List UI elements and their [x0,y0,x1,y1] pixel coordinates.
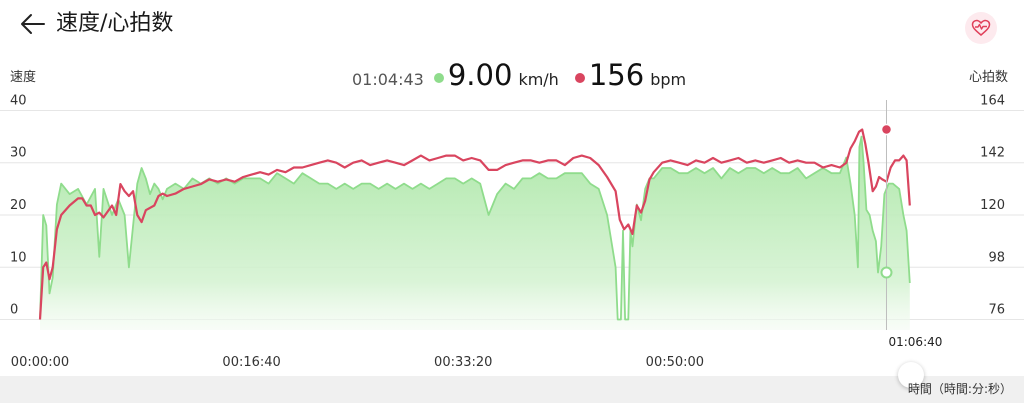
left-axis-ticks: 0 10 20 30 40 [10,93,27,317]
speed-legend-dot [433,73,444,83]
scroll-thumb[interactable] [898,362,924,388]
x-axis-ticks: 00:00:00 00:16:40 00:33:20 00:50:00 [11,355,704,370]
right-tick-label: 142 [980,146,1005,161]
readout-hr-value: 156 [588,58,645,92]
right-axis-title: 心拍数 [968,70,1008,85]
back-button[interactable] [18,8,50,40]
heart-rate-line [38,128,911,320]
cursor-readout: 01:04:43 9.00 km/h 156 bpm [352,58,702,92]
hr-legend-dot [574,73,585,83]
left-tick-label: 10 [10,250,27,265]
left-tick-label: 20 [10,198,27,213]
left-tick-label: 40 [10,93,27,108]
left-axis-title: 速度 [10,70,37,85]
readout-time: 01:04:43 [352,70,424,89]
speed-area [40,136,910,330]
x-tick-label: 00:16:40 [222,355,280,370]
right-tick-label: 76 [988,303,1005,318]
x-tick-label: 00:33:20 [434,355,492,370]
speed-heart-rate-chart[interactable]: 0 10 20 30 40 76 98 120 142 164 00:00:00 00:16:40… [0,90,1024,376]
right-tick-label: 120 [980,198,1005,213]
page-title: 速度/心拍数 [56,11,174,36]
cursor-speed-point [880,266,893,279]
heart-pulse-icon [971,19,991,36]
cursor-time-label: 01:06:40 [888,335,942,349]
scroll-track[interactable] [0,376,1024,403]
left-tick-label: 30 [10,146,27,161]
left-tick-label: 0 [10,303,18,318]
readout-speed-value: 9.00 [447,58,513,92]
x-axis-title: 時間（時間:分:秒） [907,382,1012,396]
right-tick-label: 164 [980,93,1005,108]
readout-hr-unit: bpm [650,70,687,89]
right-tick-label: 98 [988,250,1005,265]
x-tick-label: 00:00:00 [11,355,69,370]
cursor-hr-point [880,123,893,136]
arrow-left-icon [21,14,45,34]
x-tick-label: 00:50:00 [646,355,704,370]
heart-rate-button[interactable] [965,12,997,44]
header: 速度/心拍数 [0,0,1024,50]
readout-speed-unit: km/h [518,70,559,89]
right-axis-ticks: 76 98 120 142 164 [980,93,1005,317]
